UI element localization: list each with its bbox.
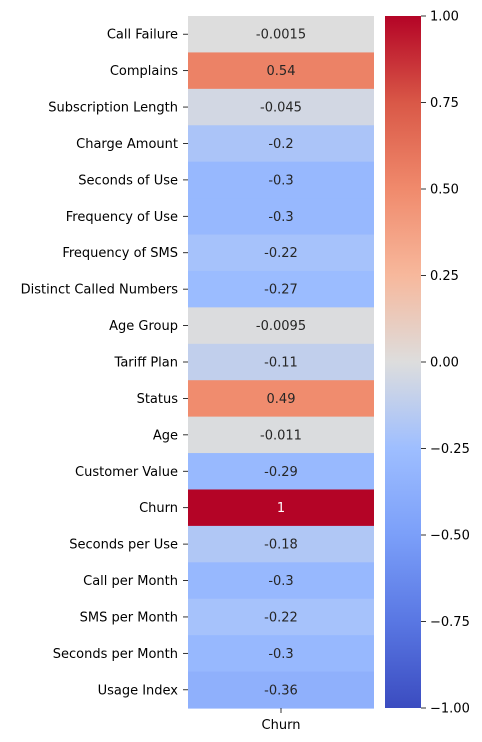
row-label: Call Failure: [107, 28, 178, 43]
heatmap-cell: [188, 489, 374, 527]
colorbar: 1.00 0.75 0.50 0.25 0.00 −0.25 −0.50 −0.75 −1.00: [385, 10, 470, 717]
cell-value-label: -0.36: [264, 683, 298, 698]
row-label: Subscription Length: [48, 101, 178, 116]
colorbar-tick-label: 1.00: [430, 10, 459, 25]
colorbar-gradient: [385, 16, 421, 708]
heatmap-cells: -0.0015 0.54 -0.045 -0.2 -0.3 -0.3 -0.22 -0.27 -…: [188, 16, 374, 709]
colorbar-tick-label: −0.25: [430, 442, 470, 457]
heatmap-cell: [188, 635, 374, 673]
cell-value-label: -0.0015: [256, 28, 306, 43]
row-label: Charge Amount: [76, 137, 178, 152]
heatmap-cell: [188, 16, 374, 54]
cell-value-label: -0.22: [264, 610, 298, 625]
cell-value-label: -0.22: [264, 246, 298, 261]
row-label: Age: [153, 428, 178, 443]
cell-value-label: -0.18: [264, 538, 298, 553]
heatmap-cell: [188, 416, 374, 454]
heatmap-cell: [188, 343, 374, 381]
heatmap-cell: [188, 307, 374, 345]
cell-value-label: 0.54: [267, 64, 296, 79]
row-label: Frequency of SMS: [62, 246, 178, 261]
cell-value-label: -0.3: [268, 210, 293, 225]
colorbar-tick-label: 0.00: [430, 356, 459, 371]
cell-value-label: -0.045: [260, 101, 302, 116]
column-labels: Churn: [262, 708, 301, 733]
row-label: Customer Value: [75, 465, 178, 480]
cell-value-label: -0.11: [264, 356, 298, 371]
cell-value-label: 0.49: [267, 392, 296, 407]
cell-value-label: -0.2: [268, 137, 293, 152]
cell-value-label: -0.011: [260, 428, 302, 443]
heatmap-cell: [188, 161, 374, 199]
row-label: SMS per Month: [80, 610, 178, 625]
colorbar-tick-label: 0.25: [430, 269, 459, 284]
heatmap-cell: [188, 125, 374, 163]
cell-value-label: -0.3: [268, 647, 293, 662]
heatmap-cell: [188, 88, 374, 126]
row-label: Complains: [110, 64, 178, 79]
heatmap-cell: [188, 562, 374, 600]
cell-value-label: -0.27: [264, 283, 298, 298]
cell-value-label: -0.3: [268, 574, 293, 589]
colorbar-tick-label: −0.75: [430, 615, 470, 630]
row-label: Seconds of Use: [78, 173, 178, 188]
row-label: Seconds per Month: [53, 647, 178, 662]
heatmap-cell: [188, 598, 374, 636]
heatmap-cell: [188, 380, 374, 418]
row-label: Tariff Plan: [114, 356, 178, 371]
row-labels: Call Failure Complains Subscription Length…: [21, 28, 188, 698]
cell-value-label: -0.29: [264, 465, 298, 480]
row-label: Call per Month: [83, 574, 178, 589]
heatmap-cell: [188, 234, 374, 272]
colorbar-ticks: 1.00 0.75 0.50 0.25 0.00 −0.25 −0.50 −0.75 −1.00: [421, 10, 470, 717]
column-label: Churn: [262, 718, 301, 733]
cell-value-label: 1: [277, 501, 285, 516]
heatmap-cell: [188, 52, 374, 90]
heatmap-cell: [188, 525, 374, 563]
colorbar-tick-label: 0.50: [430, 183, 459, 198]
row-label: Distinct Called Numbers: [21, 283, 179, 298]
colorbar-tick-label: −0.50: [430, 529, 470, 544]
cell-value-label: -0.0095: [256, 319, 306, 334]
colorbar-tick-label: −1.00: [430, 702, 470, 717]
row-label: Status: [137, 392, 179, 407]
heatmap-cell: [188, 270, 374, 308]
heatmap-cell: [188, 671, 374, 709]
row-label: Seconds per Use: [69, 538, 178, 553]
colorbar-tick-label: 0.75: [430, 96, 459, 111]
row-label: Age Group: [109, 319, 178, 334]
heatmap-cell: [188, 453, 374, 491]
row-label: Frequency of Use: [66, 210, 178, 225]
cell-value-label: -0.3: [268, 173, 293, 188]
row-label: Churn: [139, 501, 178, 516]
row-label: Usage Index: [98, 683, 179, 698]
heatmap-cell: [188, 198, 374, 236]
